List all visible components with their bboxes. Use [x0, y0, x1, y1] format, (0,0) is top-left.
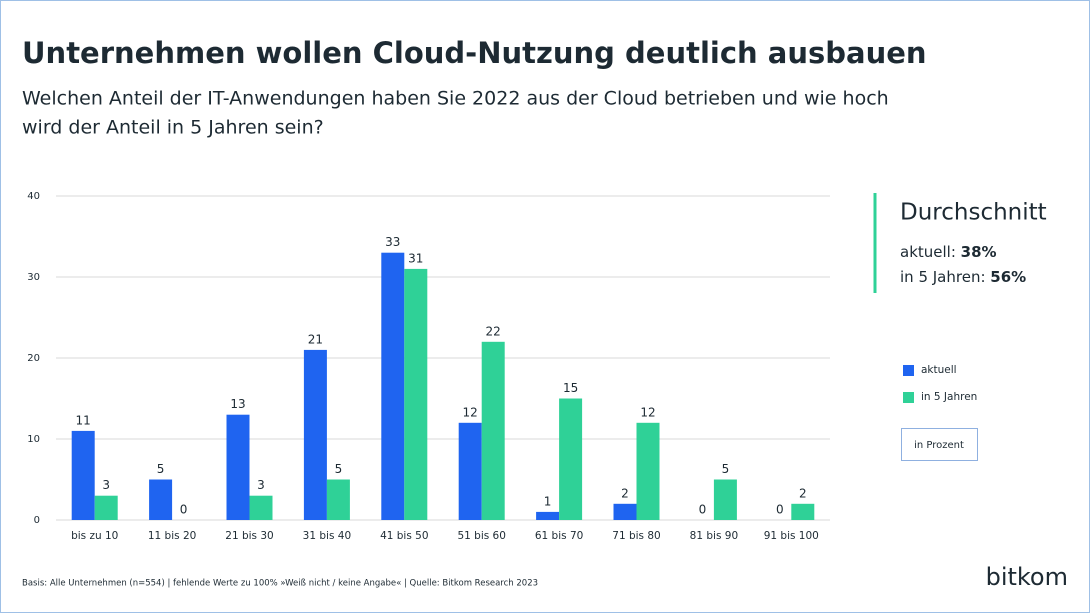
chart-subtitle: wird der Anteil in 5 Jahren sein?	[22, 117, 324, 139]
value-label: 33	[385, 235, 400, 249]
bar	[381, 252, 405, 520]
x-tick-label: 71 bis 80	[612, 530, 660, 542]
average-title: Durchschnitt	[900, 200, 1047, 226]
value-label: 2	[621, 486, 629, 500]
x-tick-label: 21 bis 30	[225, 530, 273, 542]
bar	[404, 268, 428, 520]
y-tick-label: 0	[34, 515, 40, 526]
logo: bitkom	[986, 563, 1068, 591]
value-label: 15	[563, 381, 578, 395]
bar	[226, 414, 250, 520]
bar	[791, 503, 815, 520]
value-label: 5	[722, 462, 730, 476]
value-label: 31	[408, 251, 423, 265]
value-label: 2	[799, 486, 807, 500]
value-label: 0	[776, 503, 784, 517]
value-label: 1	[544, 494, 552, 508]
x-tick-label: 51 bis 60	[457, 530, 505, 542]
x-tick-label: 81 bis 90	[690, 530, 738, 542]
value-label: 13	[230, 397, 245, 411]
average-value: 56%	[990, 268, 1026, 286]
chart-title: Unternehmen wollen Cloud-Nutzung deutlic…	[22, 36, 927, 70]
x-tick-label: 61 bis 70	[535, 530, 583, 542]
bar	[481, 341, 505, 520]
bar	[458, 422, 482, 520]
bar	[71, 430, 95, 520]
bar	[613, 503, 637, 520]
average-line: in 5 Jahren: 56%	[900, 268, 1026, 286]
bar	[303, 349, 327, 520]
x-tick-label: 91 bis 100	[764, 530, 819, 542]
average-line: aktuell: 38%	[900, 243, 997, 261]
bar	[249, 495, 273, 520]
x-tick-label: 41 bis 50	[380, 530, 428, 542]
value-label: 5	[335, 462, 343, 476]
x-tick-label: 31 bis 40	[303, 530, 351, 542]
value-label: 11	[76, 413, 91, 427]
value-label: 12	[640, 405, 655, 419]
bar	[713, 479, 737, 520]
value-label: 0	[699, 503, 707, 517]
bar	[559, 398, 583, 520]
value-label: 21	[308, 332, 323, 346]
x-tick-label: bis zu 10	[71, 530, 118, 542]
value-label: 22	[486, 324, 501, 338]
bar	[536, 511, 560, 520]
value-label: 3	[102, 478, 110, 492]
y-tick-label: 20	[27, 353, 40, 364]
legend-label: aktuell	[921, 364, 957, 376]
x-tick-label: 11 bis 20	[148, 530, 196, 542]
value-label: 12	[463, 405, 478, 419]
average-value: 38%	[961, 243, 997, 261]
bar	[94, 495, 118, 520]
average-label: in 5 Jahren:	[900, 268, 986, 286]
value-label: 5	[157, 462, 165, 476]
legend-label: in 5 Jahren	[921, 391, 977, 403]
bar	[149, 479, 173, 520]
chart-subtitle: Welchen Anteil der IT-Anwendungen haben …	[22, 88, 889, 110]
value-label: 3	[257, 478, 265, 492]
bar	[326, 479, 350, 520]
legend-swatch	[903, 365, 914, 376]
unit-note: in Prozent	[914, 440, 964, 451]
y-tick-label: 40	[27, 191, 40, 202]
bar	[636, 422, 660, 520]
y-tick-label: 30	[27, 272, 40, 283]
value-label: 0	[180, 503, 188, 517]
y-tick-label: 10	[27, 434, 40, 445]
legend-swatch	[903, 392, 914, 403]
source-note: Basis: Alle Unternehmen (n=554) | fehlen…	[22, 579, 538, 589]
unit-box	[901, 428, 978, 461]
average-label: aktuell:	[900, 243, 956, 261]
